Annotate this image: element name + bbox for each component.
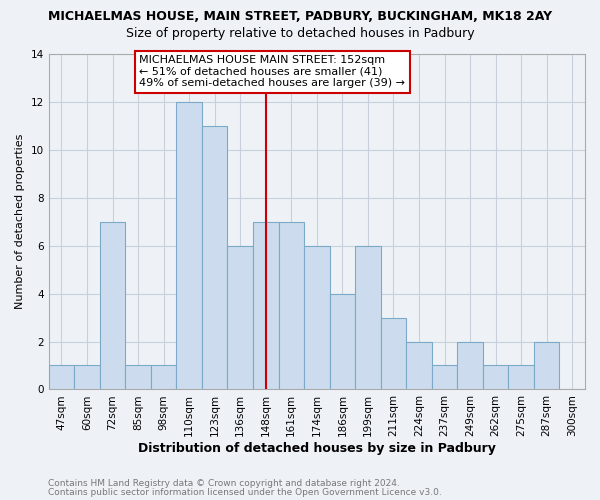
Bar bbox=[483, 366, 508, 390]
Bar bbox=[329, 294, 355, 390]
Bar bbox=[125, 366, 151, 390]
Y-axis label: Number of detached properties: Number of detached properties bbox=[15, 134, 25, 310]
Bar bbox=[355, 246, 380, 390]
Text: MICHAELMAS HOUSE MAIN STREET: 152sqm
← 51% of detached houses are smaller (41)
4: MICHAELMAS HOUSE MAIN STREET: 152sqm ← 5… bbox=[139, 55, 406, 88]
Bar bbox=[253, 222, 278, 390]
Bar bbox=[227, 246, 253, 390]
Bar bbox=[278, 222, 304, 390]
Text: Size of property relative to detached houses in Padbury: Size of property relative to detached ho… bbox=[125, 28, 475, 40]
Bar bbox=[74, 366, 100, 390]
Bar bbox=[151, 366, 176, 390]
Bar bbox=[508, 366, 534, 390]
Bar bbox=[432, 366, 457, 390]
Bar bbox=[380, 318, 406, 390]
X-axis label: Distribution of detached houses by size in Padbury: Distribution of detached houses by size … bbox=[138, 442, 496, 455]
Text: Contains public sector information licensed under the Open Government Licence v3: Contains public sector information licen… bbox=[48, 488, 442, 497]
Bar bbox=[49, 366, 74, 390]
Text: Contains HM Land Registry data © Crown copyright and database right 2024.: Contains HM Land Registry data © Crown c… bbox=[48, 478, 400, 488]
Bar bbox=[304, 246, 329, 390]
Bar bbox=[457, 342, 483, 390]
Bar bbox=[100, 222, 125, 390]
Text: MICHAELMAS HOUSE, MAIN STREET, PADBURY, BUCKINGHAM, MK18 2AY: MICHAELMAS HOUSE, MAIN STREET, PADBURY, … bbox=[48, 10, 552, 23]
Bar bbox=[202, 126, 227, 390]
Bar bbox=[176, 102, 202, 390]
Bar bbox=[534, 342, 559, 390]
Bar bbox=[406, 342, 432, 390]
